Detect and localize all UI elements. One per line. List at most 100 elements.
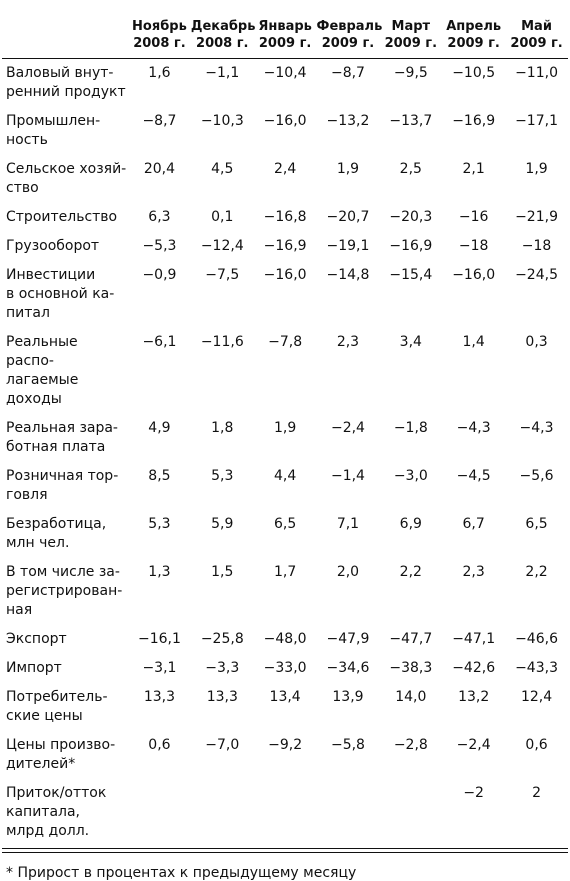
cell: 1,8: [211, 420, 234, 436]
cell: −47,7: [389, 631, 433, 647]
row-label: Импорт: [6, 660, 62, 676]
cell: −43,3: [515, 660, 558, 676]
empty-cell: [128, 779, 191, 846]
cell: −16,8: [263, 209, 307, 225]
cell: 2,5: [399, 161, 422, 177]
cell: −4,3: [456, 420, 491, 436]
cell: −16,0: [263, 267, 307, 283]
cell: 1,5: [211, 564, 234, 580]
table-row: Реальная зара- ботная плата 4,9 1,8 1,9 −2,4…: [2, 414, 568, 462]
cell: 0,6: [148, 737, 171, 753]
header-row: Ноябрь 2008 г. Декабрь 2008 г. Январь 2009…: [2, 14, 568, 59]
empty-cell: [379, 779, 442, 846]
cell: −47,9: [326, 631, 370, 647]
cell: −34,6: [326, 660, 370, 676]
cell: −38,3: [389, 660, 433, 676]
cell: −8,7: [142, 113, 177, 129]
bottom-rule: [2, 848, 568, 853]
cell: −20,3: [389, 209, 433, 225]
corner: [2, 14, 128, 59]
cell: −11,0: [515, 65, 558, 81]
cell: 2,0: [336, 564, 360, 580]
cell: 1,9: [525, 161, 548, 177]
row-label: Валовый внут- ренний продукт: [6, 65, 126, 100]
table-row: Потребитель- ские цены 13,3 13,3 13,4 13,9 14…: [2, 683, 568, 731]
table-row: Инвестиции в основной ка- питал −0,9 −7,5 −…: [2, 261, 568, 328]
cell: −2,4: [330, 420, 365, 436]
cell: −3,1: [142, 660, 177, 676]
data-table: Ноябрь 2008 г. Декабрь 2008 г. Январь 2009…: [2, 14, 568, 846]
table-row: Экспорт −16,1 −25,8 −48,0 −47,9 −47,7 −47,1 −46…: [2, 625, 568, 654]
cell: 0,3: [525, 334, 548, 350]
column-header: Январь 2009 г.: [258, 19, 312, 51]
cell: −17,1: [515, 113, 558, 129]
empty-cell: [317, 779, 380, 846]
cell: −16,9: [263, 238, 307, 254]
cell: −48,0: [263, 631, 307, 647]
cell: −2,4: [456, 737, 491, 753]
cell: −1,8: [393, 420, 428, 436]
row-label: Реальная зара- ботная плата: [6, 420, 118, 455]
cell: 13,3: [143, 689, 176, 705]
cell: 2,2: [525, 564, 548, 580]
row-label: Строительство: [6, 209, 118, 225]
cell: −0,9: [142, 267, 177, 283]
cell: −47,1: [452, 631, 496, 647]
row-label: Грузооборот: [6, 238, 100, 254]
cell: 2,4: [273, 161, 297, 177]
table-row: Реальные распо- лагаемые доходы −6,1 −11,6…: [2, 328, 568, 414]
column-header: Февраль 2009 г.: [316, 19, 383, 51]
cell: −24,5: [515, 267, 558, 283]
cell: −16: [458, 209, 489, 225]
table-row: Грузооборот −5,3 −12,4 −16,9 −19,1 −16,9 −18 −1…: [2, 232, 568, 261]
table-row: Валовый внут- ренний продукт 1,6 −1,1 −10,4…: [2, 59, 568, 108]
cell: −13,2: [326, 113, 370, 129]
cell: −16,0: [452, 267, 496, 283]
cell: −11,6: [200, 334, 244, 350]
table-row: Сельское хозяй- ство 20,4 4,5 2,4 1,9 2,5 2,1 1…: [2, 155, 568, 203]
empty-cell: [191, 779, 254, 846]
column-header: Апрель 2009 г.: [446, 19, 502, 51]
cell: 2: [532, 785, 541, 801]
cell: 6,7: [462, 516, 485, 532]
cell: 1,9: [273, 420, 297, 436]
cell: −18: [458, 238, 489, 254]
row-label: Промышлен- ность: [6, 113, 101, 148]
cell: 0,6: [525, 737, 548, 753]
cell: 14,0: [395, 689, 427, 705]
cell: −10,4: [263, 65, 307, 81]
cell: 8,5: [148, 468, 171, 484]
table-row: Приток/отток капитала, млрд долл. −2 2: [2, 779, 568, 846]
cell: 20,4: [143, 161, 176, 177]
cell: −12,4: [200, 238, 244, 254]
cell: 1,6: [148, 65, 171, 81]
cell: −14,8: [326, 267, 370, 283]
cell: −1,1: [205, 65, 240, 81]
cell: −7,8: [268, 334, 303, 350]
cell: 4,5: [211, 161, 234, 177]
cell: −42,6: [452, 660, 496, 676]
cell: −9,5: [393, 65, 428, 81]
cell: 13,2: [458, 689, 490, 705]
cell: −7,5: [205, 267, 240, 283]
row-label: Цены произво- дителей*: [6, 737, 116, 772]
cell: −7,0: [205, 737, 240, 753]
row-label: Реальные распо- лагаемые доходы: [6, 334, 79, 407]
cell: 2,3: [462, 564, 485, 580]
cell: 13,3: [206, 689, 238, 705]
table-row: Строительство 6,3 0,1 −16,8 −20,7 −20,3 −16 −21…: [2, 203, 568, 232]
row-label: Безработица, млн чел.: [6, 516, 107, 551]
table-row: Цены произво- дителей* 0,6 −7,0 −9,2 −5,8 −2,…: [2, 731, 568, 779]
cell: −3,3: [205, 660, 240, 676]
table-row: В том числе за- регистрирован- ная 1,3 1,5…: [2, 558, 568, 625]
row-label: Инвестиции в основной ка- питал: [6, 267, 115, 321]
cell: −19,1: [326, 238, 370, 254]
cell: 3,4: [399, 334, 422, 350]
column-header: Май 2009 г.: [510, 19, 563, 51]
row-label: Экспорт: [6, 631, 67, 647]
column-header: Декабрь 2008 г.: [190, 19, 256, 51]
cell: 13,4: [269, 689, 301, 705]
cell: −16,1: [137, 631, 181, 647]
cell: 5,3: [148, 516, 171, 532]
